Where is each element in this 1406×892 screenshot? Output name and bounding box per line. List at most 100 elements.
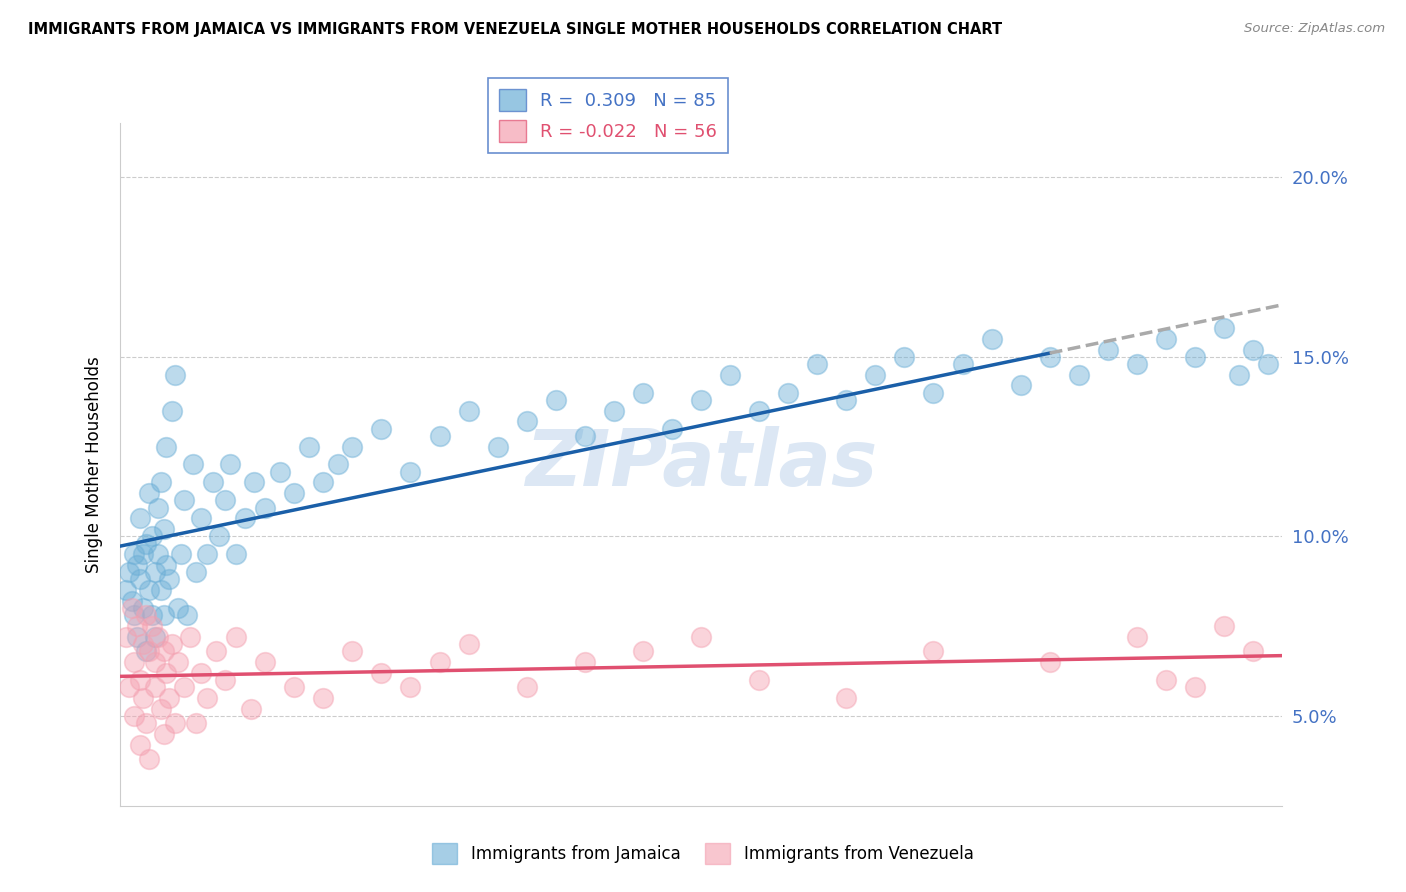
Point bbox=[269, 465, 291, 479]
Point bbox=[179, 630, 201, 644]
Point bbox=[748, 403, 770, 417]
Point bbox=[342, 644, 364, 658]
Point bbox=[1257, 357, 1279, 371]
Point bbox=[181, 458, 204, 472]
Point bbox=[1126, 357, 1149, 371]
Text: IMMIGRANTS FROM JAMAICA VS IMMIGRANTS FROM VENEZUELA SINGLE MOTHER HOUSEHOLDS CO: IMMIGRANTS FROM JAMAICA VS IMMIGRANTS FR… bbox=[28, 22, 1002, 37]
Point bbox=[190, 511, 212, 525]
Point bbox=[486, 440, 509, 454]
Point bbox=[219, 458, 242, 472]
Point bbox=[806, 357, 828, 371]
Point bbox=[132, 690, 155, 705]
Point bbox=[835, 690, 858, 705]
Point bbox=[1184, 350, 1206, 364]
Point bbox=[195, 547, 218, 561]
Point bbox=[138, 644, 160, 658]
Point bbox=[135, 716, 157, 731]
Point bbox=[170, 547, 193, 561]
Point bbox=[370, 665, 392, 680]
Point bbox=[195, 690, 218, 705]
Point bbox=[225, 547, 247, 561]
Point bbox=[922, 644, 945, 658]
Point bbox=[254, 500, 277, 515]
Point bbox=[155, 558, 177, 572]
Point bbox=[146, 547, 169, 561]
Point bbox=[544, 392, 567, 407]
Point bbox=[201, 475, 224, 490]
Point bbox=[141, 529, 163, 543]
Point bbox=[225, 630, 247, 644]
Point bbox=[118, 680, 141, 694]
Point bbox=[143, 680, 166, 694]
Point bbox=[135, 608, 157, 623]
Point bbox=[690, 392, 713, 407]
Point bbox=[242, 475, 264, 490]
Y-axis label: Single Mother Households: Single Mother Households bbox=[86, 356, 103, 573]
Point bbox=[399, 465, 422, 479]
Point bbox=[143, 566, 166, 580]
Point bbox=[127, 630, 149, 644]
Point bbox=[121, 601, 143, 615]
Point bbox=[631, 385, 654, 400]
Point bbox=[1154, 673, 1177, 687]
Point bbox=[152, 727, 174, 741]
Point bbox=[143, 655, 166, 669]
Point bbox=[129, 738, 152, 752]
Point bbox=[399, 680, 422, 694]
Point bbox=[1154, 332, 1177, 346]
Point bbox=[129, 673, 152, 687]
Point bbox=[1241, 644, 1264, 658]
Point bbox=[162, 403, 184, 417]
Point bbox=[283, 486, 305, 500]
Point bbox=[457, 637, 479, 651]
Point bbox=[184, 716, 207, 731]
Point bbox=[457, 403, 479, 417]
Point bbox=[127, 558, 149, 572]
Point bbox=[124, 547, 146, 561]
Point bbox=[184, 566, 207, 580]
Point bbox=[157, 573, 180, 587]
Point bbox=[190, 665, 212, 680]
Point bbox=[176, 608, 198, 623]
Point bbox=[162, 637, 184, 651]
Point bbox=[141, 608, 163, 623]
Legend: Immigrants from Jamaica, Immigrants from Venezuela: Immigrants from Jamaica, Immigrants from… bbox=[426, 837, 980, 871]
Point bbox=[138, 486, 160, 500]
Point bbox=[718, 368, 741, 382]
Point bbox=[114, 583, 136, 598]
Point bbox=[283, 680, 305, 694]
Point bbox=[214, 673, 236, 687]
Point bbox=[1184, 680, 1206, 694]
Point bbox=[254, 655, 277, 669]
Point bbox=[835, 392, 858, 407]
Point bbox=[173, 493, 195, 508]
Point bbox=[370, 421, 392, 435]
Point bbox=[748, 673, 770, 687]
Point bbox=[127, 619, 149, 633]
Point bbox=[574, 429, 596, 443]
Point bbox=[165, 368, 187, 382]
Point bbox=[239, 701, 262, 715]
Point bbox=[121, 594, 143, 608]
Point bbox=[149, 583, 172, 598]
Point bbox=[132, 637, 155, 651]
Point bbox=[157, 690, 180, 705]
Point bbox=[980, 332, 1002, 346]
Point bbox=[429, 655, 451, 669]
Point bbox=[1039, 655, 1062, 669]
Point bbox=[167, 655, 190, 669]
Point bbox=[1039, 350, 1062, 364]
Point bbox=[298, 440, 321, 454]
Point bbox=[1241, 343, 1264, 357]
Point bbox=[141, 619, 163, 633]
Point bbox=[155, 665, 177, 680]
Point bbox=[138, 752, 160, 766]
Point bbox=[326, 458, 349, 472]
Point bbox=[342, 440, 364, 454]
Point bbox=[429, 429, 451, 443]
Point bbox=[1067, 368, 1090, 382]
Point bbox=[124, 655, 146, 669]
Point bbox=[778, 385, 800, 400]
Point bbox=[1213, 619, 1236, 633]
Point bbox=[893, 350, 915, 364]
